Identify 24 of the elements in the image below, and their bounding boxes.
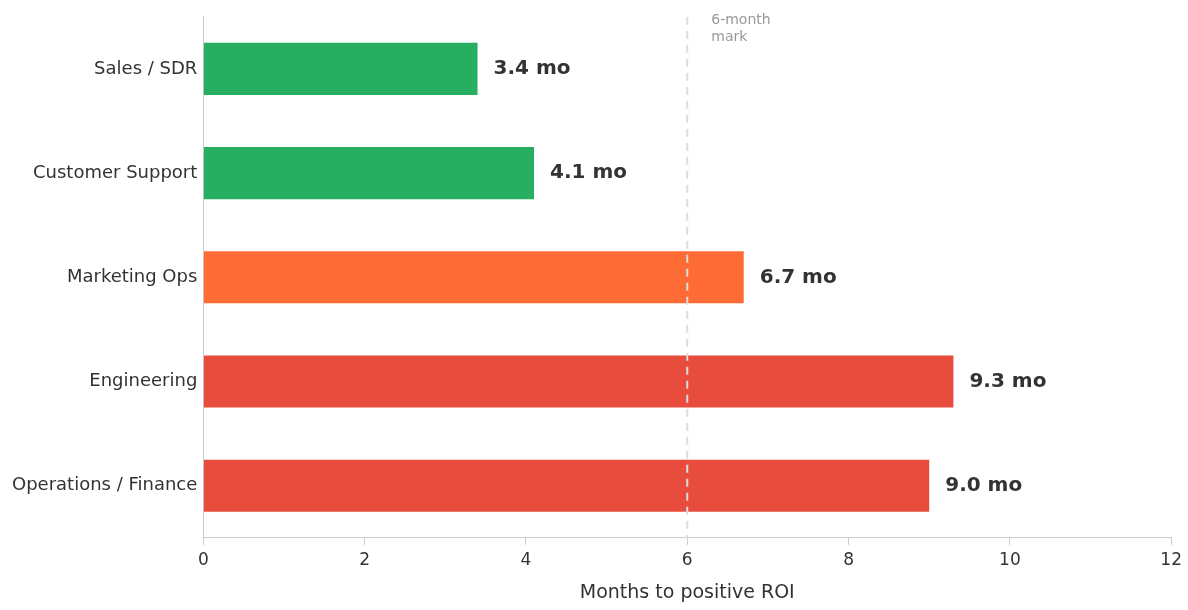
- data-label: 3.4 mo: [493, 55, 571, 80]
- data-label: 9.3 mo: [969, 367, 1047, 392]
- x-tick-label: 2: [359, 549, 371, 570]
- y-tick-label: Operations / Finance: [12, 473, 198, 495]
- x-tick-label: 4: [520, 549, 532, 570]
- bar: [203, 147, 535, 200]
- x-tick-label: 8: [843, 549, 854, 570]
- x-tick-label: 12: [1160, 549, 1182, 570]
- bar: [203, 251, 744, 304]
- data-label: 9.0 mo: [945, 471, 1023, 496]
- x-tick-label: 10: [999, 549, 1021, 570]
- x-axis-title: Months to positive ROI: [579, 579, 795, 602]
- x-tick-label: 0: [197, 549, 209, 570]
- y-tick-label: Sales / SDR: [94, 56, 198, 78]
- bar: [203, 459, 930, 512]
- y-tick-label: Customer Support: [33, 160, 198, 182]
- data-label: 4.1 mo: [550, 159, 627, 184]
- bar: [203, 42, 478, 95]
- bar: [203, 355, 954, 408]
- data-label: 6.7 mo: [759, 263, 837, 288]
- x-tick-label: 6: [681, 549, 693, 570]
- ref-line-label: 6-month mark: [711, 11, 771, 45]
- y-tick-label: Marketing Ops: [66, 264, 198, 286]
- y-tick-label: Engineering: [89, 369, 198, 391]
